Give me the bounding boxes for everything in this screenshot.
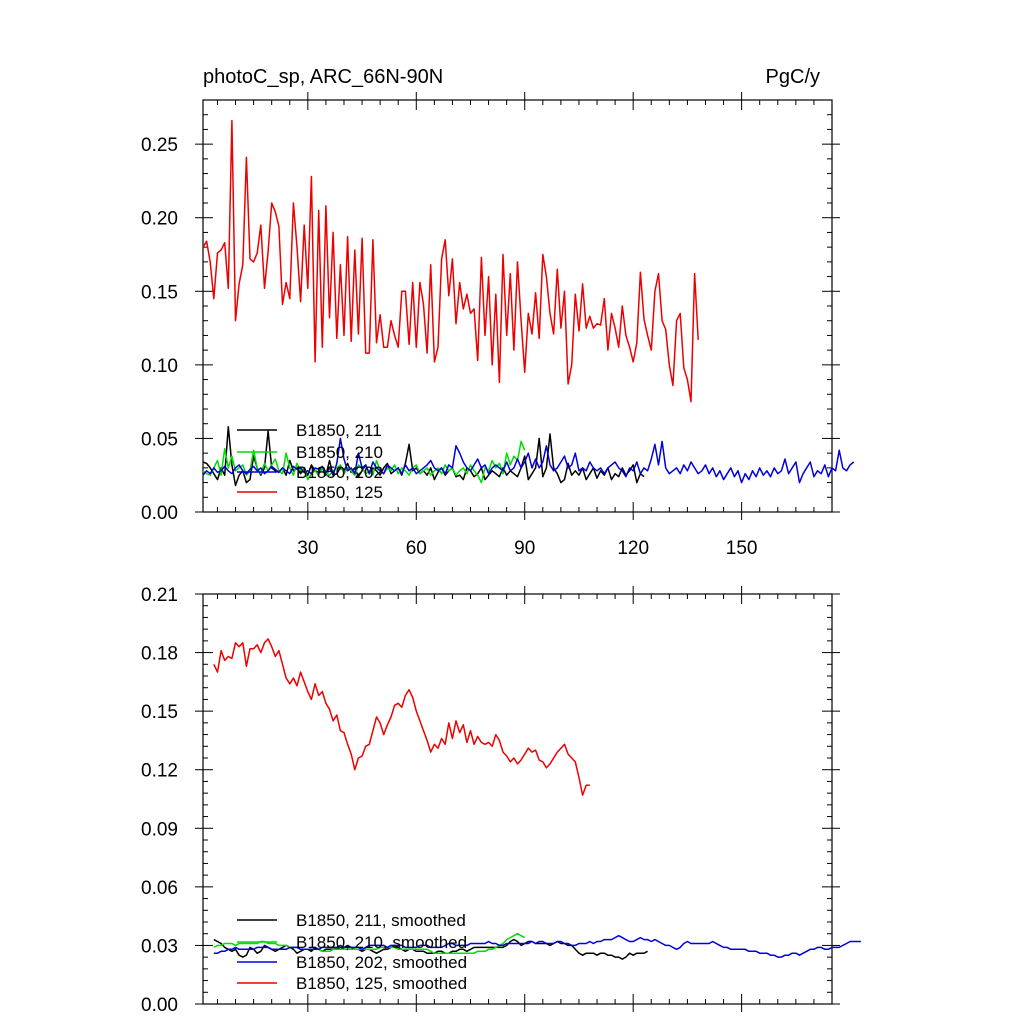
- series-line-3: [213, 638, 590, 796]
- y-tick-label: 0.21: [141, 585, 178, 606]
- chart-title-right: PgC/y: [766, 66, 820, 88]
- x-tick-label: 90: [514, 538, 535, 559]
- plot-frame: [202, 593, 833, 1005]
- bottom-panel: 0.00 0.03 0.06 0.09 0.12 0.15 0.18 0.21 B1850, 2…: [141, 585, 861, 1016]
- y-tick-label: 0.10: [141, 356, 178, 377]
- y-tick-label: 0.12: [141, 761, 178, 782]
- x-tick-label: 60: [406, 538, 427, 559]
- top-panel: 30 60 90 120 150 0.00 0.05 0.10 0.15 0.20 0.25 B185…: [141, 92, 855, 559]
- series-line-2: [202, 437, 855, 484]
- x-tick-label: 30: [297, 538, 318, 559]
- x-tick-label: 120: [617, 538, 649, 559]
- legend-label: B1850, 210: [296, 443, 383, 462]
- y-tick-label: 0.25: [141, 135, 178, 156]
- series-line-0: [202, 425, 645, 487]
- legend-label: B1850, 202: [296, 463, 383, 482]
- y-tick-label: 0.05: [141, 429, 178, 450]
- y-tick-label: 0.06: [141, 878, 178, 899]
- y-tick-label: 0.20: [141, 209, 178, 230]
- legend-label: B1850, 202, smoothed: [296, 953, 467, 972]
- legend-label: B1850, 210, smoothed: [296, 933, 467, 952]
- legend-label: B1850, 125, smoothed: [296, 974, 467, 993]
- chart-title-left: photoC_sp, ARC_66N-90N: [203, 66, 443, 88]
- series-line-3: [202, 119, 699, 403]
- y-tick-label: 0.00: [141, 995, 178, 1016]
- y-tick-label: 0.09: [141, 819, 178, 840]
- series-line-2: [213, 934, 861, 958]
- x-tick-label: 150: [726, 538, 758, 559]
- legend-label: B1850, 125: [296, 483, 383, 502]
- y-tick-label: 0.15: [141, 282, 178, 303]
- series-line-1: [202, 440, 526, 484]
- y-tick-label: 0.03: [141, 936, 178, 957]
- legend-label: B1850, 211, smoothed: [296, 911, 466, 930]
- y-tick-label: 0.18: [141, 644, 178, 665]
- y-tick-label: 0.15: [141, 702, 178, 723]
- y-tick-label: 0.00: [141, 503, 178, 524]
- legend-label: B1850, 211: [296, 421, 382, 440]
